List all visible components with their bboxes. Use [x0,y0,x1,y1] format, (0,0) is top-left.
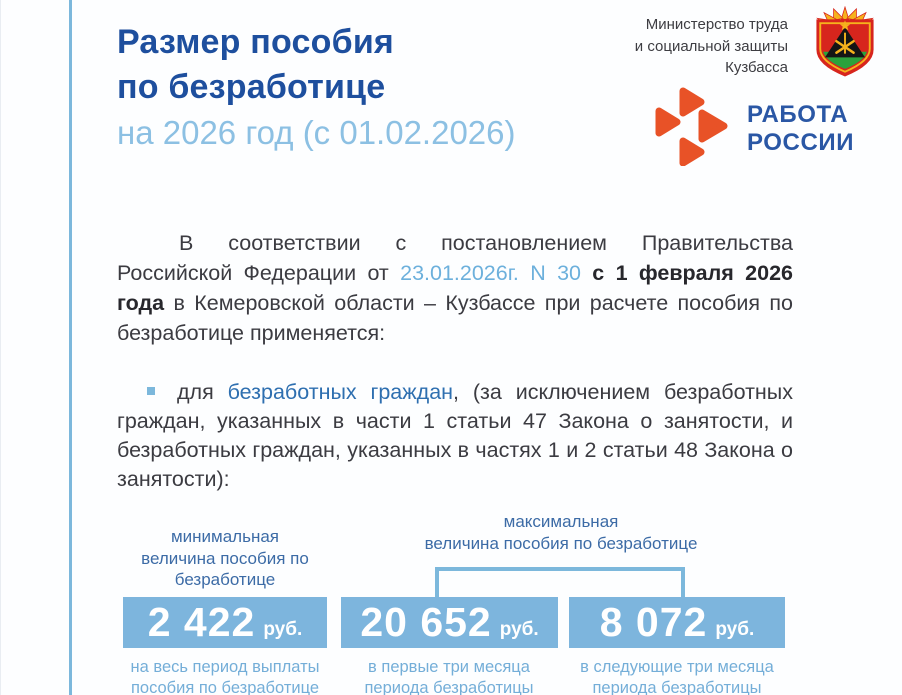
intro-paragraph: В соответствии с постановлением Правител… [117,228,793,348]
stat-caption-first-3-months: в первые три месяца периода безработицы [364,658,534,695]
stat-value: 8 072 [599,599,708,645]
stat-value: 2 422 [147,599,256,645]
stat-unit: руб. [715,618,755,640]
title-line-2: по безработице [117,68,386,106]
min-label-line: величина пособия по [141,548,309,568]
logo-text-line: РОССИИ [747,129,855,156]
min-label-line: минимальная [170,527,280,546]
ministry-line: Министерство труда [645,16,788,33]
page-title: Размер пособия по безработице на 2026 го… [117,20,516,155]
intro-text: в Кемеровской области – Кузбассе при рас… [117,290,793,345]
max-group-bracket [435,567,685,598]
max-label-line: максимальная [503,512,619,531]
stat-box-max-next-3-months: 8 072 руб. [569,597,785,648]
title-subtitle: на 2026 год (с 01.02.2026) [117,114,516,151]
min-benefit-label: минимальная величина пособия по безработ… [123,526,327,591]
logo-text-line: РАБОТА [747,101,849,128]
unemployed-citizens-phrase: безработных граждан [227,379,454,404]
max-label-line: величина пособия по безработице [424,533,698,553]
intro-text: В соответствии с постановлением Правител… [117,230,793,285]
stat-caption-minimum: на весь период выплаты пособия по безраб… [130,658,320,695]
decree-date-reference: 23.01.2026г. N 30 [400,260,581,285]
ministry-line: и социальной защиты [634,37,788,55]
title-line-1: Размер пособия [117,23,394,61]
stat-unit: руб. [499,618,539,640]
stat-unit: руб. [263,618,303,640]
stat-box-minimum: 2 422 руб. [123,597,327,648]
ministry-attribution: Министерство труда и социальной защиты К… [635,14,788,79]
effective-date-phrase: с 1 февраля 2026 года [117,260,793,315]
ministry-line: Кузбасса [725,59,788,76]
kuzbass-coat-of-arms-icon [816,6,874,77]
stat-caption-next-3-months: в следующие три месяца периода безработи… [580,658,774,695]
rabota-rossii-arrows-icon [655,87,728,166]
rabota-rossii-wordmark: РАБОТА РОССИИ [747,101,854,157]
bullet-square-icon [147,386,155,395]
max-benefit-label: максимальная величина пособия по безрабо… [381,511,741,554]
bullet-text: , (за исключением безработных граждан, у… [117,379,793,491]
min-label-line: безработице [174,570,276,589]
bullet-paragraph: для безработных граждан, (за исключением… [117,378,793,494]
bullet-text: для [177,379,228,404]
stat-box-max-first-3-months: 20 652 руб. [341,597,558,648]
stat-value: 20 652 [360,599,492,645]
rabota-rossii-logo: РАБОТА РОССИИ [653,84,898,169]
left-accent-line [69,0,72,695]
